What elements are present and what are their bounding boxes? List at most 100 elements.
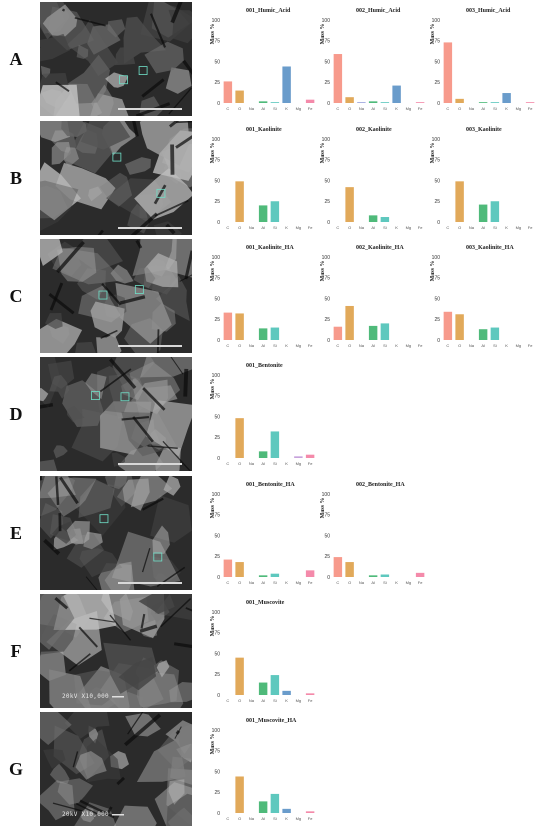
y-tick-label: 75: [214, 394, 220, 400]
bar-o: [235, 90, 244, 103]
bar-si: [270, 102, 280, 103]
y-axis-label: Mass %: [430, 24, 436, 45]
y-tick-label: 25: [324, 199, 330, 205]
bar-chart: 001_Muscovite_HA Mass % 0 25 50 75 100 C O Na Al Si…: [208, 712, 320, 824]
y-axis-label: Mass %: [210, 616, 216, 637]
x-tick-label: Al: [481, 343, 485, 348]
sem-crack: [56, 240, 85, 274]
sem-crack: [124, 713, 162, 747]
bar-o: [455, 181, 464, 222]
y-tick-label: 50: [324, 59, 330, 65]
sem-crack: [130, 212, 159, 235]
chart-title: 003_Kaolinite: [466, 127, 502, 133]
sem-grain: [169, 682, 192, 703]
sem-grain: [63, 147, 79, 168]
chart-svg: 003_Humic_Acid Mass % 0 25 50 75 100 C O Na Al Si K M…: [430, 8, 535, 111]
figure-row: A: [0, 2, 550, 118]
y-tick-label: 50: [434, 59, 440, 65]
figure-row: F 20kV X10,000: [0, 594, 550, 710]
sem-grain: [91, 84, 114, 116]
sem-grain: [165, 720, 192, 755]
x-tick-label: Mg: [516, 106, 522, 111]
x-tick-label: Si: [273, 461, 277, 466]
sem-spot-marker: [119, 75, 128, 85]
y-axis-label: Mass %: [210, 24, 216, 45]
x-tick-label: Mg: [406, 343, 412, 348]
bar-c: [223, 559, 233, 577]
y-axis-label: Mass %: [210, 379, 216, 400]
sem-crack: [168, 121, 180, 128]
bar-c: [333, 557, 343, 577]
chart-svg: 002_Bentonite_HA Mass % 0 25 50 75 100 C O Na Al Si…: [320, 482, 425, 585]
chart-svg: 002_Kaolinite Mass % 0 25 50 75 100 C O Na Al Si K Mg…: [320, 127, 423, 230]
sem-grain: [130, 476, 173, 508]
x-tick-label: Fe: [418, 343, 423, 348]
sem-texture: [40, 2, 192, 116]
sem-grain: [40, 239, 63, 266]
bar-o: [455, 98, 464, 103]
sem-crack: [154, 199, 189, 217]
x-tick-label: C: [226, 580, 229, 585]
x-tick-label: Na: [249, 698, 255, 703]
row-letter: E: [9, 523, 22, 543]
x-tick-label: O: [458, 225, 461, 230]
bar-k: [502, 93, 511, 103]
y-tick-label: 0: [327, 575, 330, 581]
sem-grain: [114, 46, 136, 66]
y-axis-label: Mass %: [430, 261, 436, 282]
x-tick-label: Fe: [308, 461, 313, 466]
row-letter: B: [9, 168, 22, 188]
x-tick-label: Si: [493, 106, 497, 111]
x-tick-label: Na: [359, 225, 365, 230]
bar-chart: 001_Kaolinite_HA Mass % 0 25 50 75 100 C O Na Al Si…: [208, 239, 320, 351]
x-tick-label: Al: [261, 580, 265, 585]
sem-grain: [90, 301, 125, 338]
sem-crack: [119, 295, 146, 305]
bar-si: [270, 793, 280, 813]
x-tick-label: Na: [249, 461, 255, 466]
x-tick-label: Mg: [296, 698, 302, 703]
sem-texture: [40, 357, 192, 471]
sem-crack: [109, 614, 132, 641]
x-tick-label: Na: [359, 343, 365, 348]
x-tick-label: C: [226, 816, 229, 821]
sem-texture: [40, 239, 192, 353]
y-tick-label: 25: [214, 790, 220, 796]
x-tick-label: O: [348, 343, 351, 348]
bar-chart: 002_Kaolinite_HA Mass % 0 25 50 75 100 C O Na Al Si…: [318, 239, 430, 351]
x-tick-label: Fe: [308, 698, 313, 703]
sem-grain: [61, 121, 87, 137]
scale-bar: [118, 582, 182, 584]
y-tick-label: 100: [432, 18, 441, 24]
sem-image: [40, 2, 192, 116]
y-tick-label: 75: [214, 39, 220, 45]
sem-grain: [79, 548, 123, 578]
sem-grain: [76, 44, 89, 59]
figure-row: G 20kV X10,000: [0, 712, 550, 828]
x-tick-label: K: [285, 343, 288, 348]
y-tick-label: 50: [324, 296, 330, 302]
y-tick-label: 50: [214, 59, 220, 65]
x-tick-label: O: [238, 343, 241, 348]
bar-al: [368, 575, 378, 577]
sem-grain: [107, 19, 126, 38]
y-tick-label: 25: [214, 554, 220, 560]
bar-al: [368, 325, 378, 340]
chart-title: 001_Bentonite: [246, 363, 283, 369]
x-tick-label: Si: [273, 343, 277, 348]
sem-grain: [42, 4, 78, 37]
bar-al: [478, 204, 488, 222]
x-tick-label: Si: [273, 225, 277, 230]
bar-o: [455, 314, 464, 340]
chart-svg: 002_Humic_Acid Mass % 0 25 50 75 100 C O Na Al Si K M…: [320, 8, 425, 111]
sem-crack: [89, 617, 115, 623]
x-tick-label: Na: [249, 225, 255, 230]
sem-grain: [97, 366, 133, 413]
x-tick-label: C: [226, 343, 229, 348]
x-tick-label: Si: [273, 106, 277, 111]
sem-grain: [45, 313, 63, 329]
sem-grain: [138, 594, 175, 614]
chart-title: 003_Humic_Acid: [466, 8, 511, 14]
x-tick-label: Na: [469, 106, 475, 111]
sem-image: [40, 121, 192, 235]
